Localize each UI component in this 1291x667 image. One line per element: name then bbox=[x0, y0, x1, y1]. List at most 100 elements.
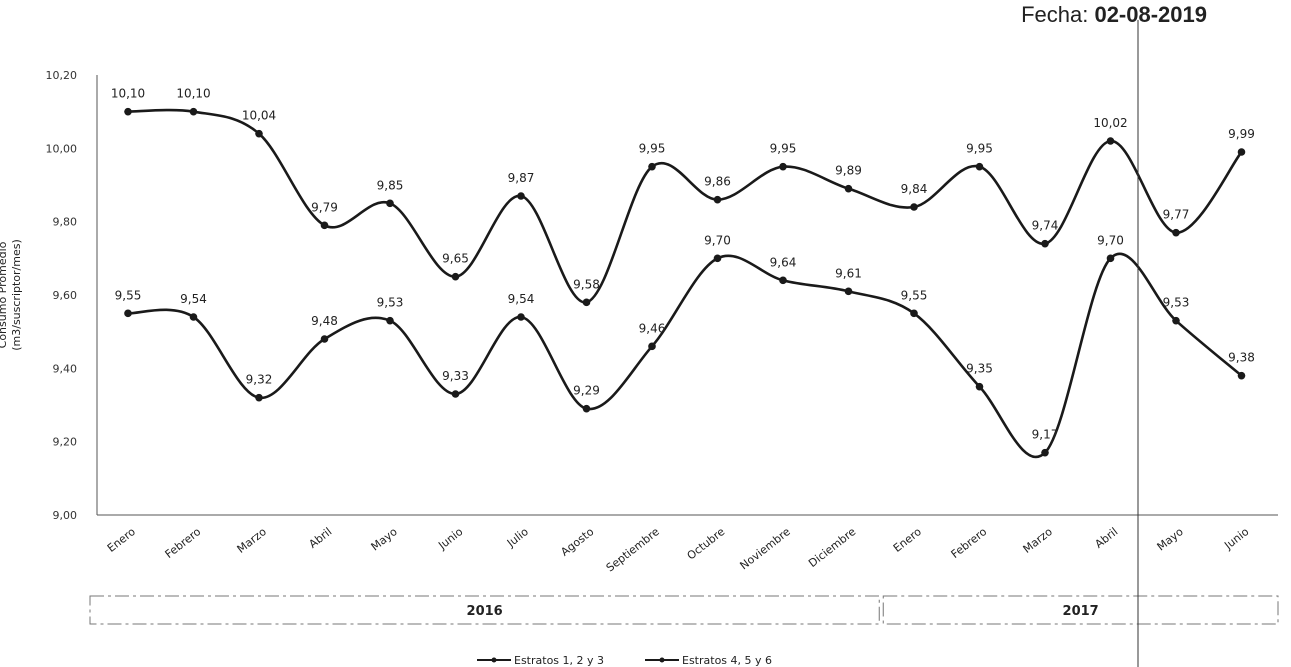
data-point bbox=[648, 342, 656, 351]
data-label: 9,35 bbox=[966, 362, 993, 376]
data-point bbox=[320, 221, 329, 230]
series-line bbox=[127, 252, 1243, 459]
data-label: 9,79 bbox=[311, 200, 338, 214]
data-label: 9,64 bbox=[770, 255, 797, 269]
y-axis-label: (m3/suscriptor/mes) bbox=[10, 239, 23, 351]
x-tick-label: Febrero bbox=[949, 525, 990, 561]
data-label: 9,95 bbox=[770, 142, 797, 156]
data-label: 9,86 bbox=[704, 175, 731, 189]
data-point bbox=[189, 313, 198, 321]
data-point bbox=[386, 199, 394, 208]
x-tick-label: Enero bbox=[105, 525, 138, 555]
data-point bbox=[1041, 448, 1049, 457]
y-tick-label: 9,00 bbox=[53, 509, 78, 522]
x-tick-label: Junio bbox=[435, 525, 465, 553]
data-label: 9,85 bbox=[377, 178, 404, 192]
data-point bbox=[713, 195, 722, 204]
data-point bbox=[779, 276, 787, 285]
legend-marker bbox=[491, 657, 497, 663]
data-label: 9,53 bbox=[1163, 296, 1190, 310]
data-point bbox=[451, 390, 460, 398]
y-axis-label: Consumo Promedio bbox=[0, 241, 9, 348]
data-point bbox=[1106, 137, 1115, 145]
data-point bbox=[189, 107, 198, 116]
x-tick-label: Enero bbox=[891, 525, 924, 555]
data-point bbox=[255, 393, 263, 402]
y-tick-label: 10,00 bbox=[46, 142, 78, 155]
data-point bbox=[1041, 239, 1049, 248]
data-point bbox=[844, 287, 853, 296]
data-label: 10,02 bbox=[1093, 116, 1127, 130]
year-label: 2016 bbox=[467, 604, 503, 619]
data-label: 9,61 bbox=[835, 266, 862, 280]
y-tick-label: 9,20 bbox=[53, 436, 78, 449]
x-tick-label: Junio bbox=[1221, 525, 1251, 553]
year-band bbox=[882, 595, 1279, 625]
data-point bbox=[451, 272, 460, 281]
data-point bbox=[1172, 316, 1180, 325]
x-tick-label: Mayo bbox=[1155, 525, 1186, 554]
data-point bbox=[1106, 254, 1115, 263]
data-label: 9,55 bbox=[901, 288, 928, 302]
legend-marker bbox=[659, 657, 665, 663]
data-label: 9,77 bbox=[1163, 208, 1190, 222]
data-point bbox=[779, 162, 787, 171]
data-point bbox=[713, 254, 722, 263]
data-label: 9,74 bbox=[1032, 219, 1059, 233]
data-point bbox=[1237, 148, 1246, 156]
data-point bbox=[975, 162, 984, 171]
data-point bbox=[320, 335, 329, 343]
data-label: 9,89 bbox=[835, 164, 862, 178]
data-label: 9,32 bbox=[246, 373, 273, 387]
data-label: 9,38 bbox=[1228, 351, 1255, 365]
data-label: 9,55 bbox=[115, 288, 142, 302]
data-label: 9,33 bbox=[442, 369, 469, 383]
data-point bbox=[648, 162, 656, 171]
x-tick-label: Marzo bbox=[1021, 525, 1055, 556]
data-label: 10,10 bbox=[111, 87, 145, 101]
data-point bbox=[124, 309, 132, 318]
data-point bbox=[517, 192, 525, 200]
data-point bbox=[1237, 371, 1246, 380]
x-tick-label: Octubre bbox=[685, 525, 728, 562]
data-label: 9,58 bbox=[573, 277, 600, 291]
data-label: 9,70 bbox=[704, 233, 731, 247]
data-label: 9,29 bbox=[573, 384, 600, 398]
year-label: 2017 bbox=[1063, 604, 1099, 619]
data-point bbox=[124, 107, 132, 116]
data-label: 9,54 bbox=[508, 292, 535, 306]
legend-label: Estratos 1, 2 y 3 bbox=[514, 654, 604, 667]
x-tick-label: Abril bbox=[1093, 525, 1121, 551]
data-label: 9,87 bbox=[508, 171, 535, 185]
x-tick-label: Abril bbox=[307, 525, 335, 551]
x-tick-label: Febrero bbox=[163, 525, 204, 561]
data-point bbox=[517, 313, 525, 321]
data-point bbox=[975, 382, 984, 391]
date-label: Fecha: bbox=[1021, 2, 1089, 27]
data-label: 9,84 bbox=[901, 182, 928, 196]
data-label: 9,46 bbox=[639, 321, 666, 335]
x-tick-label: Septiembre bbox=[604, 525, 662, 575]
data-point bbox=[1172, 228, 1180, 237]
data-point bbox=[386, 316, 394, 325]
data-point bbox=[582, 404, 591, 413]
data-label: 10,04 bbox=[242, 109, 276, 123]
y-tick-label: 9,80 bbox=[53, 216, 78, 229]
legend-label: Estratos 4, 5 y 6 bbox=[682, 654, 772, 667]
data-label: 10,10 bbox=[176, 87, 210, 101]
y-tick-label: 10,20 bbox=[46, 69, 78, 82]
data-label: 9,65 bbox=[442, 252, 469, 266]
year-band bbox=[89, 595, 880, 625]
y-tick-label: 9,40 bbox=[53, 362, 78, 375]
data-point bbox=[910, 203, 918, 211]
y-tick-label: 9,60 bbox=[53, 289, 78, 302]
data-point bbox=[844, 184, 853, 193]
data-label: 9,95 bbox=[966, 142, 993, 156]
series-line bbox=[127, 108, 1243, 304]
date-header: Fecha: 02-08-2019 bbox=[1021, 2, 1207, 28]
data-label: 9,53 bbox=[377, 296, 404, 310]
x-tick-label: Diciembre bbox=[806, 525, 858, 570]
data-point bbox=[910, 309, 918, 318]
data-point bbox=[255, 129, 263, 138]
